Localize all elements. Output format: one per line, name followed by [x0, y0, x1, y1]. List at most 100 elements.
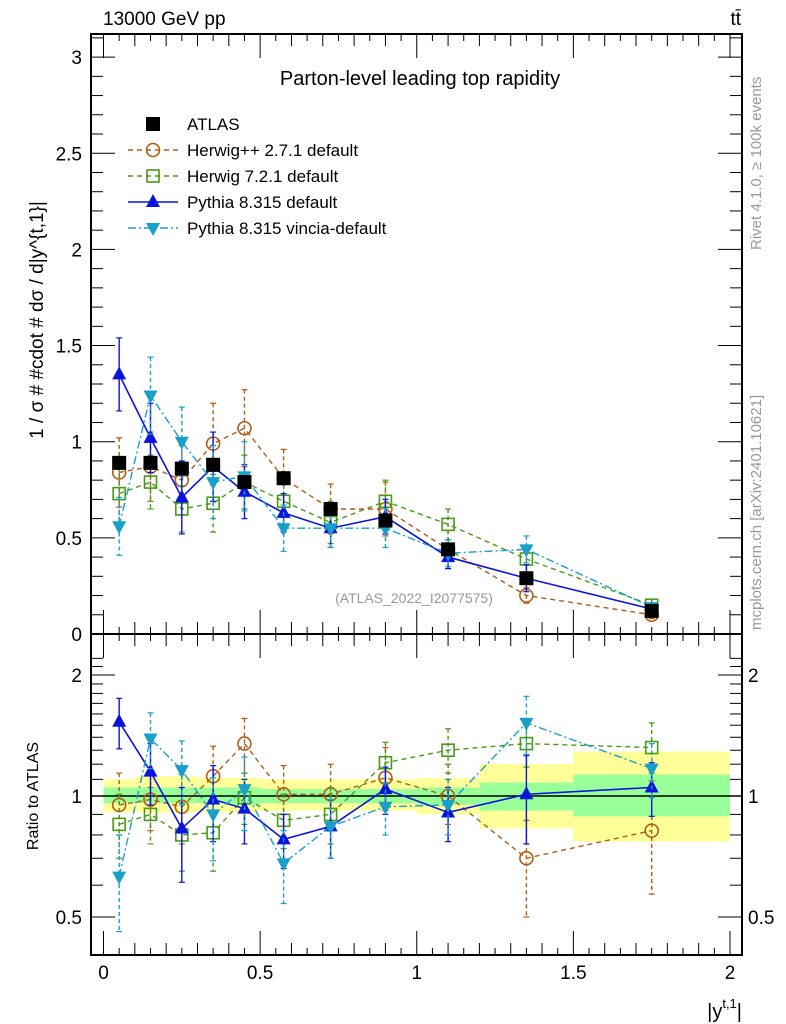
- ratio-data-point: [112, 817, 126, 832]
- process-label: tt̄: [730, 9, 741, 30]
- ratio-data-point: [276, 858, 291, 872]
- x-tick-label: 1: [411, 963, 422, 984]
- chart-title: Parton-level leading top rapidity: [280, 68, 560, 90]
- x-axis-label: |yt,1|: [707, 996, 742, 1023]
- ratio-y-tick-label-right: 0.5: [748, 908, 774, 929]
- main-y-tick-label: 0.5: [56, 529, 82, 550]
- ratio-data-point: [644, 823, 659, 838]
- data-point: [323, 502, 338, 517]
- ratio-y-tick-label-left: 2: [71, 666, 82, 687]
- series-pythia-8-315-vincia-default: [112, 356, 659, 616]
- main-y-tick-label: 0: [71, 625, 82, 646]
- ratio-data-point: [441, 743, 455, 758]
- data-point: [276, 504, 291, 518]
- legend-item: ATLAS: [146, 115, 240, 134]
- data-point: [276, 523, 291, 537]
- main-y-tick-label: 2.5: [56, 144, 82, 165]
- ratio-data-point: [323, 821, 338, 835]
- analysis-annotation: (ATLAS_2022_I2077575): [335, 590, 493, 606]
- x-tick-labels: 0 0.5 1 1.5 2: [98, 963, 735, 984]
- ratio-y-tick-label-left: 1: [71, 787, 82, 808]
- ratio-data-point: [519, 717, 534, 731]
- data-point: [323, 523, 338, 537]
- ratio-series-group: [111, 695, 659, 933]
- data-point: [112, 455, 127, 470]
- ratio-frame: [90, 633, 743, 956]
- legend-item: Herwig 7.2.1 default: [128, 167, 338, 186]
- ratio-y-tick-label-right: 1: [748, 787, 759, 808]
- data-point: [644, 603, 659, 618]
- legend-item: Pythia 8.315 default: [128, 193, 338, 212]
- ratio-y-tick-label-right: 2: [748, 666, 759, 687]
- data-point: [174, 489, 189, 503]
- ratio-data-point: [378, 801, 393, 815]
- ratio-data-point: [441, 799, 456, 813]
- data-point: [112, 366, 127, 380]
- data-point: [143, 455, 158, 470]
- x-tick-label: 0: [98, 963, 109, 984]
- series-atlas: [112, 455, 659, 618]
- x-tick-label: 0.5: [247, 963, 273, 984]
- ratio-data-point: [644, 763, 659, 777]
- ratio-data-point: [276, 786, 291, 802]
- main-y-tick-label: 2: [71, 240, 82, 261]
- legend-marker: [146, 169, 160, 183]
- data-point: [174, 461, 189, 476]
- legend-marker: [146, 194, 160, 207]
- ratio-data-point: [206, 791, 221, 805]
- data-point: [519, 571, 534, 586]
- ratio-data-point: [237, 784, 252, 798]
- legend-marker: [146, 223, 160, 236]
- legend-marker: [146, 117, 160, 131]
- data-point: [237, 475, 252, 490]
- main-y-axis-label: 1 / σ # #cdot # dσ / d|y^{t,1}|: [27, 201, 48, 439]
- legend-label: Pythia 8.315 vincia-default: [187, 219, 387, 238]
- ratio-y-axis-label: Ratio to ATLAS: [25, 742, 42, 850]
- main-y-tick-label: 3: [71, 48, 82, 69]
- data-point: [237, 483, 252, 497]
- ratio-data-point: [143, 807, 158, 822]
- data-point: [441, 517, 455, 532]
- ratio-data-point: [206, 809, 221, 823]
- data-point: [206, 477, 221, 491]
- main-axis-ticks: [91, 34, 742, 635]
- data-point: [143, 475, 158, 489]
- x-tick-label: 1.5: [560, 963, 586, 984]
- legend-label: Herwig++ 2.7.1 default: [187, 141, 358, 160]
- ratio-data-point: [143, 763, 158, 777]
- main-y-tick-labels: 0 0.5 1 1.5 2 2.5 3: [56, 48, 82, 646]
- ratio-data-point: [174, 820, 189, 834]
- mcplots-label: mcplots.cern.ch [arXiv:2401.10621]: [748, 395, 765, 630]
- ratio-data-point: [378, 781, 393, 795]
- legend-label: Pythia 8.315 default: [187, 193, 338, 212]
- ratio-data-point: [519, 786, 534, 800]
- ratio-data-point: [143, 733, 158, 747]
- main-series-group: [111, 337, 659, 623]
- x-tick-label: 2: [725, 963, 736, 984]
- rivet-label: Rivet 4.1.0, ≥ 100k events: [748, 77, 765, 250]
- ratio-data-point: [519, 850, 534, 866]
- main-panel: Parton-level leading top rapidity (ATLAS…: [27, 33, 743, 646]
- ratio-data-point: [174, 765, 189, 779]
- energy-label: 13000 GeV pp: [103, 9, 226, 30]
- ratio-axis-ticks: [91, 634, 742, 955]
- data-point: [276, 471, 291, 486]
- ratio-panel: 0.5 0.5 1 1 2 2 Ratio to ATLAS 0 0.5 1 1.5 2 |yt,…: [25, 633, 775, 1023]
- data-point: [206, 457, 221, 472]
- ratio-data-point: [519, 736, 534, 751]
- ratio-y-tick-labels: 0.5 0.5 1 1 2 2: [56, 666, 775, 929]
- ratio-data-point: [112, 713, 127, 727]
- main-y-axis-label-text: 1 / σ # #cdot # dσ / d|y^{t,1}|: [27, 201, 48, 439]
- ratio-data-point: [112, 871, 127, 885]
- series-line: [119, 427, 652, 616]
- data-point: [143, 429, 158, 443]
- data-point: [143, 390, 158, 404]
- ratio-data-point: [237, 736, 252, 751]
- legend: ATLAS Herwig++ 2.7.1 default Herwig 7.2.1 …: [128, 115, 387, 238]
- legend-label: ATLAS: [187, 115, 240, 134]
- data-point: [519, 544, 534, 558]
- data-point: [237, 420, 252, 436]
- ratio-series-pythia-8-315-vincia-default: [112, 695, 659, 933]
- main-y-tick-label: 1: [71, 433, 82, 454]
